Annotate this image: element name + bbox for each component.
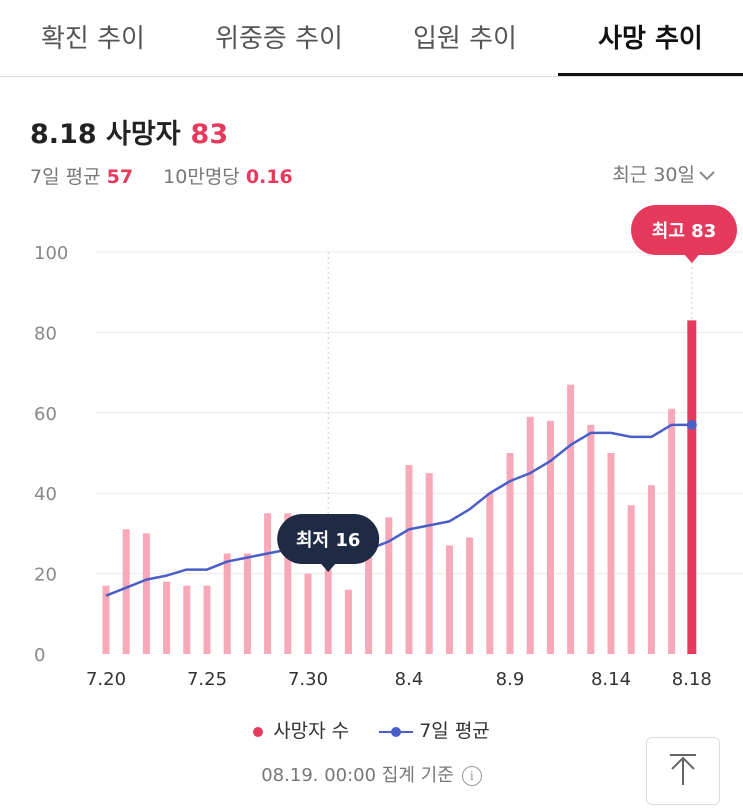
y-tick-label: 80 bbox=[34, 323, 57, 344]
tab-bar: 확진 추이 위중증 추이 입원 추이 사망 추이 bbox=[0, 0, 743, 77]
chart-bar bbox=[344, 589, 352, 654]
range-dropdown[interactable]: 최근 30일 bbox=[612, 160, 715, 187]
avg-value: 57 bbox=[106, 166, 134, 188]
chart-bar bbox=[445, 545, 453, 654]
chart-bar bbox=[142, 533, 150, 654]
chart-bar bbox=[486, 493, 494, 654]
title-value: 83 bbox=[190, 119, 229, 150]
annotation-pointer-low bbox=[321, 564, 336, 572]
chart-bar bbox=[466, 537, 474, 654]
y-tick-label: 40 bbox=[34, 484, 57, 505]
scroll-to-top-icon bbox=[670, 754, 696, 785]
per-value: 0.16 bbox=[245, 166, 293, 188]
chevron-down-icon bbox=[699, 170, 715, 180]
tab-hospitalized[interactable]: 입원 추이 bbox=[413, 24, 517, 54]
chart-bar bbox=[122, 529, 130, 654]
chart-bar bbox=[587, 424, 595, 654]
chart-legend: 사망자 수 7일 평균 bbox=[0, 716, 743, 743]
chart-bar bbox=[284, 513, 292, 654]
chart-bar bbox=[304, 573, 312, 654]
deaths-chart: 0 20 40 60 80 100 7.20 7.25 7.30 8.4 8.9 8.14 8.18 최저… bbox=[34, 205, 743, 690]
legend-line-label: 7일 평균 bbox=[419, 720, 490, 742]
annotation-bubble-low bbox=[277, 514, 380, 564]
chart-bar bbox=[324, 569, 332, 654]
y-tick-label: 20 bbox=[34, 565, 57, 586]
chart-bar bbox=[647, 485, 655, 654]
chart-bar bbox=[546, 420, 554, 654]
y-tick-label: 100 bbox=[34, 243, 68, 264]
x-tick-label: 8.18 bbox=[672, 669, 712, 690]
annotation-label-high: 최고 83 bbox=[652, 221, 716, 242]
x-tick-label: 8.4 bbox=[395, 669, 424, 690]
annotation-bubble-high bbox=[631, 205, 737, 255]
legend-line-icon bbox=[379, 726, 414, 737]
y-tick-label: 60 bbox=[34, 404, 57, 425]
chart-bar bbox=[425, 473, 433, 654]
chart-bar bbox=[243, 553, 251, 654]
x-tick-label: 7.25 bbox=[187, 669, 227, 690]
y-tick-label: 0 bbox=[34, 645, 45, 666]
annotation-label-low: 최저 16 bbox=[296, 530, 360, 551]
data-timestamp: 08.19. 00:00 집계 기준 i bbox=[0, 761, 743, 787]
timestamp-text: 08.19. 00:00 집계 기준 bbox=[261, 765, 454, 786]
avg-label: 7일 평균 bbox=[30, 166, 101, 188]
chart-bar bbox=[668, 408, 676, 654]
x-tick-label: 8.14 bbox=[591, 669, 631, 690]
legend-dot-icon bbox=[253, 726, 264, 737]
x-tick-label: 7.30 bbox=[288, 669, 328, 690]
annotation-pointer-high bbox=[684, 255, 699, 263]
chart-bar bbox=[567, 384, 575, 654]
chart-bar bbox=[163, 581, 171, 654]
range-label: 최근 30일 bbox=[612, 164, 695, 186]
chart-bar bbox=[405, 465, 413, 654]
chart-bar bbox=[607, 453, 615, 654]
info-icon[interactable]: i bbox=[461, 766, 482, 786]
legend-item-deaths: 사망자 수 bbox=[253, 716, 349, 743]
tab-critical[interactable]: 위중증 추이 bbox=[215, 24, 343, 54]
chart-bar bbox=[264, 513, 272, 654]
per-label: 10만명당 bbox=[163, 166, 240, 188]
summary-stats: 7일 평균 57 10만명당 0.16 bbox=[30, 162, 293, 189]
avg-line-endpoint bbox=[686, 419, 697, 430]
chart-bar bbox=[627, 505, 635, 654]
page-title: 8.18 사망자 83 bbox=[30, 112, 228, 151]
chart-bar bbox=[183, 585, 191, 654]
legend-bar-label: 사망자 수 bbox=[273, 720, 350, 742]
tab-confirmed[interactable]: 확진 추이 bbox=[41, 24, 145, 54]
x-tick-label: 7.20 bbox=[86, 669, 126, 690]
scroll-to-top-button[interactable] bbox=[646, 737, 720, 805]
chart-bar bbox=[526, 416, 534, 654]
avg-line bbox=[105, 423, 692, 597]
x-tick-label: 8.9 bbox=[496, 669, 525, 690]
chart-bar bbox=[102, 585, 110, 654]
chart-bar bbox=[385, 517, 393, 654]
tab-deaths[interactable]: 사망 추이 bbox=[598, 24, 703, 54]
chart-bar bbox=[365, 549, 373, 654]
chart-bar bbox=[223, 553, 231, 654]
chart-bar bbox=[203, 585, 211, 654]
chart-bar bbox=[687, 320, 697, 654]
chart-bar bbox=[506, 453, 514, 654]
legend-item-avg: 7일 평균 bbox=[379, 716, 490, 743]
title-label: 8.18 사망자 bbox=[30, 119, 181, 150]
active-tab-indicator bbox=[558, 73, 743, 76]
